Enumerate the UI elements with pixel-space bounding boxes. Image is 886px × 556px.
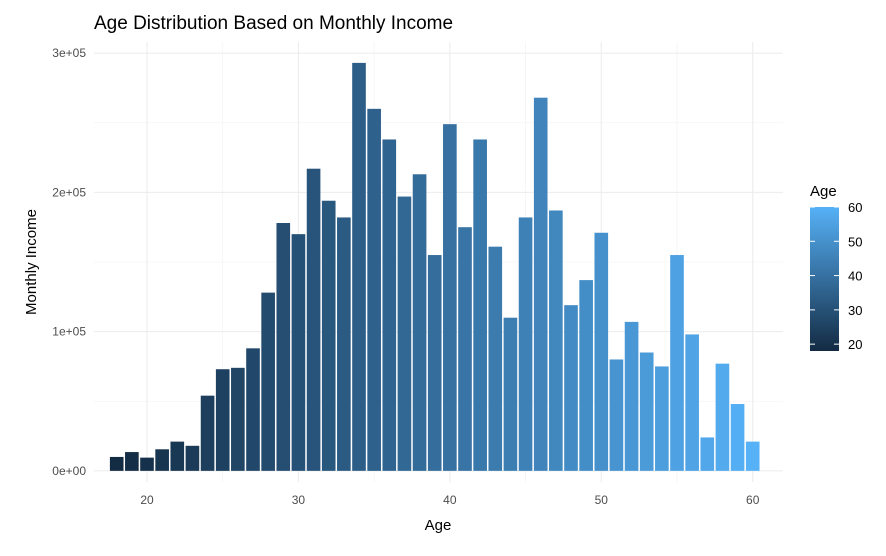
bars bbox=[109, 62, 760, 471]
bar-age-44 bbox=[503, 317, 518, 471]
bar-age-60 bbox=[745, 441, 760, 471]
legend-tick-label: 30 bbox=[848, 303, 862, 318]
bar-age-48 bbox=[564, 305, 578, 471]
bar-age-33 bbox=[337, 217, 351, 471]
bar-age-23 bbox=[185, 445, 200, 471]
x-tick-label: 20 bbox=[140, 493, 154, 507]
bar-age-45 bbox=[518, 217, 533, 471]
bar-age-19 bbox=[125, 452, 139, 471]
bar-age-59 bbox=[730, 404, 745, 471]
legend-tick-label: 60 bbox=[848, 200, 862, 215]
bar-age-38 bbox=[412, 174, 427, 471]
bar-age-47 bbox=[549, 210, 563, 471]
y-tick-label: 0e+00 bbox=[52, 464, 86, 478]
y-axis-label: Monthly Income bbox=[23, 209, 40, 315]
bar-age-24 bbox=[200, 395, 215, 471]
bar-age-25 bbox=[215, 369, 230, 471]
bar-age-31 bbox=[306, 168, 321, 471]
bar-age-39 bbox=[427, 255, 442, 471]
bar-age-29 bbox=[276, 223, 291, 471]
bar-age-20 bbox=[140, 457, 154, 471]
bar-age-36 bbox=[382, 139, 397, 471]
bar-age-34 bbox=[352, 62, 366, 471]
y-tick-label: 1e+05 bbox=[52, 325, 86, 339]
legend-tick-label: 50 bbox=[848, 234, 862, 249]
bar-age-52 bbox=[624, 321, 639, 471]
y-tick-label: 3e+05 bbox=[52, 46, 86, 60]
bar-age-46 bbox=[533, 97, 548, 471]
legend-colorbar bbox=[810, 207, 839, 351]
bar-age-54 bbox=[655, 366, 669, 471]
tick-labels: 20 30 40 50 60 0e+00 1e+05 2e+05 3e+05 bbox=[52, 46, 759, 507]
x-tick-label: 60 bbox=[746, 493, 760, 507]
x-tick-label: 30 bbox=[292, 493, 306, 507]
legend-title: Age bbox=[810, 183, 837, 200]
bar-age-49 bbox=[579, 280, 593, 471]
bar-age-28 bbox=[261, 292, 275, 471]
bar-age-22 bbox=[170, 441, 185, 471]
bar-age-32 bbox=[321, 200, 336, 471]
bar-age-37 bbox=[397, 196, 412, 471]
x-tick-label: 40 bbox=[443, 493, 457, 507]
bar-age-57 bbox=[700, 437, 715, 471]
bar-age-40 bbox=[443, 124, 457, 471]
bar-age-18 bbox=[109, 456, 124, 471]
legend-tick-label: 40 bbox=[848, 269, 862, 284]
bar-age-51 bbox=[609, 359, 624, 471]
bar-age-26 bbox=[231, 367, 245, 471]
chart-title: Age Distribution Based on Monthly Income bbox=[94, 13, 453, 34]
x-axis-label: Age bbox=[425, 517, 452, 534]
y-tick-label: 2e+05 bbox=[52, 185, 86, 199]
bar-age-58 bbox=[715, 363, 730, 471]
bar-age-43 bbox=[488, 246, 503, 471]
bar-age-27 bbox=[246, 348, 260, 471]
legend-tick-label: 20 bbox=[848, 337, 862, 352]
bar-age-56 bbox=[685, 334, 699, 471]
bar-age-55 bbox=[670, 255, 684, 471]
bar-age-30 bbox=[291, 234, 306, 471]
bar-age-21 bbox=[155, 449, 169, 471]
bar-age-53 bbox=[639, 352, 654, 471]
x-tick-label: 50 bbox=[595, 493, 609, 507]
bar-age-42 bbox=[473, 139, 487, 471]
bar-age-41 bbox=[458, 227, 472, 471]
bar-age-50 bbox=[594, 232, 609, 471]
legend: Age 20 30 40 50 60 bbox=[810, 183, 862, 352]
bar-age-35 bbox=[367, 108, 381, 471]
